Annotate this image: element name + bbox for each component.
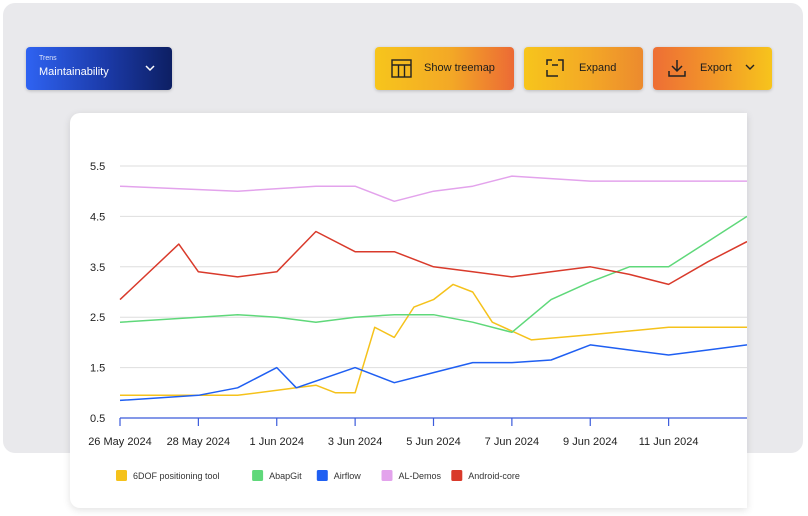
x-tick-label: 9 Jun 2024 — [563, 436, 617, 448]
show-treemap-button[interactable]: Show treemap — [375, 47, 514, 90]
chevron-down-icon — [745, 64, 755, 70]
expand-button[interactable]: Expand — [524, 47, 643, 90]
trend-line-chart: 5.5 4.5 3.5 2.5 1.5 0.5 26 May 2024 28 May 2024… — [88, 161, 747, 481]
x-tick-label: 7 Jun 2024 — [485, 436, 539, 448]
legend-label: Android-core — [468, 471, 520, 481]
x-tick-label: 5 Jun 2024 — [406, 436, 460, 448]
legend-swatch — [451, 470, 463, 481]
expand-label: Expand — [579, 62, 617, 74]
y-tick-label: 4.5 — [90, 211, 105, 223]
chart-card: 5.5 4.5 3.5 2.5 1.5 0.5 26 May 2024 28 May 2024… — [70, 113, 747, 508]
series-line — [119, 175, 747, 203]
dropdown-caption: Trens — [39, 55, 57, 62]
expand-icon — [546, 59, 564, 77]
series-line — [120, 283, 747, 397]
series-line — [119, 344, 747, 402]
x-tick-label: 28 May 2024 — [167, 436, 231, 448]
chevron-down-icon — [145, 65, 155, 72]
legend-swatch — [316, 470, 328, 481]
download-icon — [668, 60, 686, 77]
x-tick-label: 26 May 2024 — [88, 436, 152, 448]
legend-label: 6DOF positioning tool — [133, 471, 220, 481]
y-tick-label: 5.5 — [90, 161, 105, 173]
legend-swatch — [252, 470, 264, 481]
x-tick-label: 11 Jun 2024 — [639, 436, 699, 448]
dropdown-value: Maintainability — [39, 66, 109, 78]
export-button[interactable]: Export — [653, 47, 772, 90]
export-label: Export — [700, 62, 732, 74]
series-line — [119, 230, 747, 301]
legend-label: Airflow — [334, 471, 362, 481]
x-tick-label: 1 Jun 2024 — [250, 436, 304, 448]
y-tick-label: 2.5 — [90, 312, 105, 324]
legend-swatch — [381, 470, 393, 481]
legend-swatch — [116, 470, 127, 481]
trend-metric-dropdown[interactable]: Trens Maintainability — [26, 47, 172, 90]
legend-label: AL-Demos — [399, 471, 442, 481]
y-tick-label: 0.5 — [90, 413, 105, 425]
show-treemap-label: Show treemap — [424, 62, 495, 74]
legend-label: AbapGit — [269, 471, 302, 481]
y-tick-label: 1.5 — [90, 363, 105, 375]
treemap-icon — [391, 59, 412, 78]
y-tick-label: 3.5 — [90, 262, 105, 274]
x-tick-label: 3 Jun 2024 — [328, 436, 382, 448]
series-line — [119, 215, 747, 334]
